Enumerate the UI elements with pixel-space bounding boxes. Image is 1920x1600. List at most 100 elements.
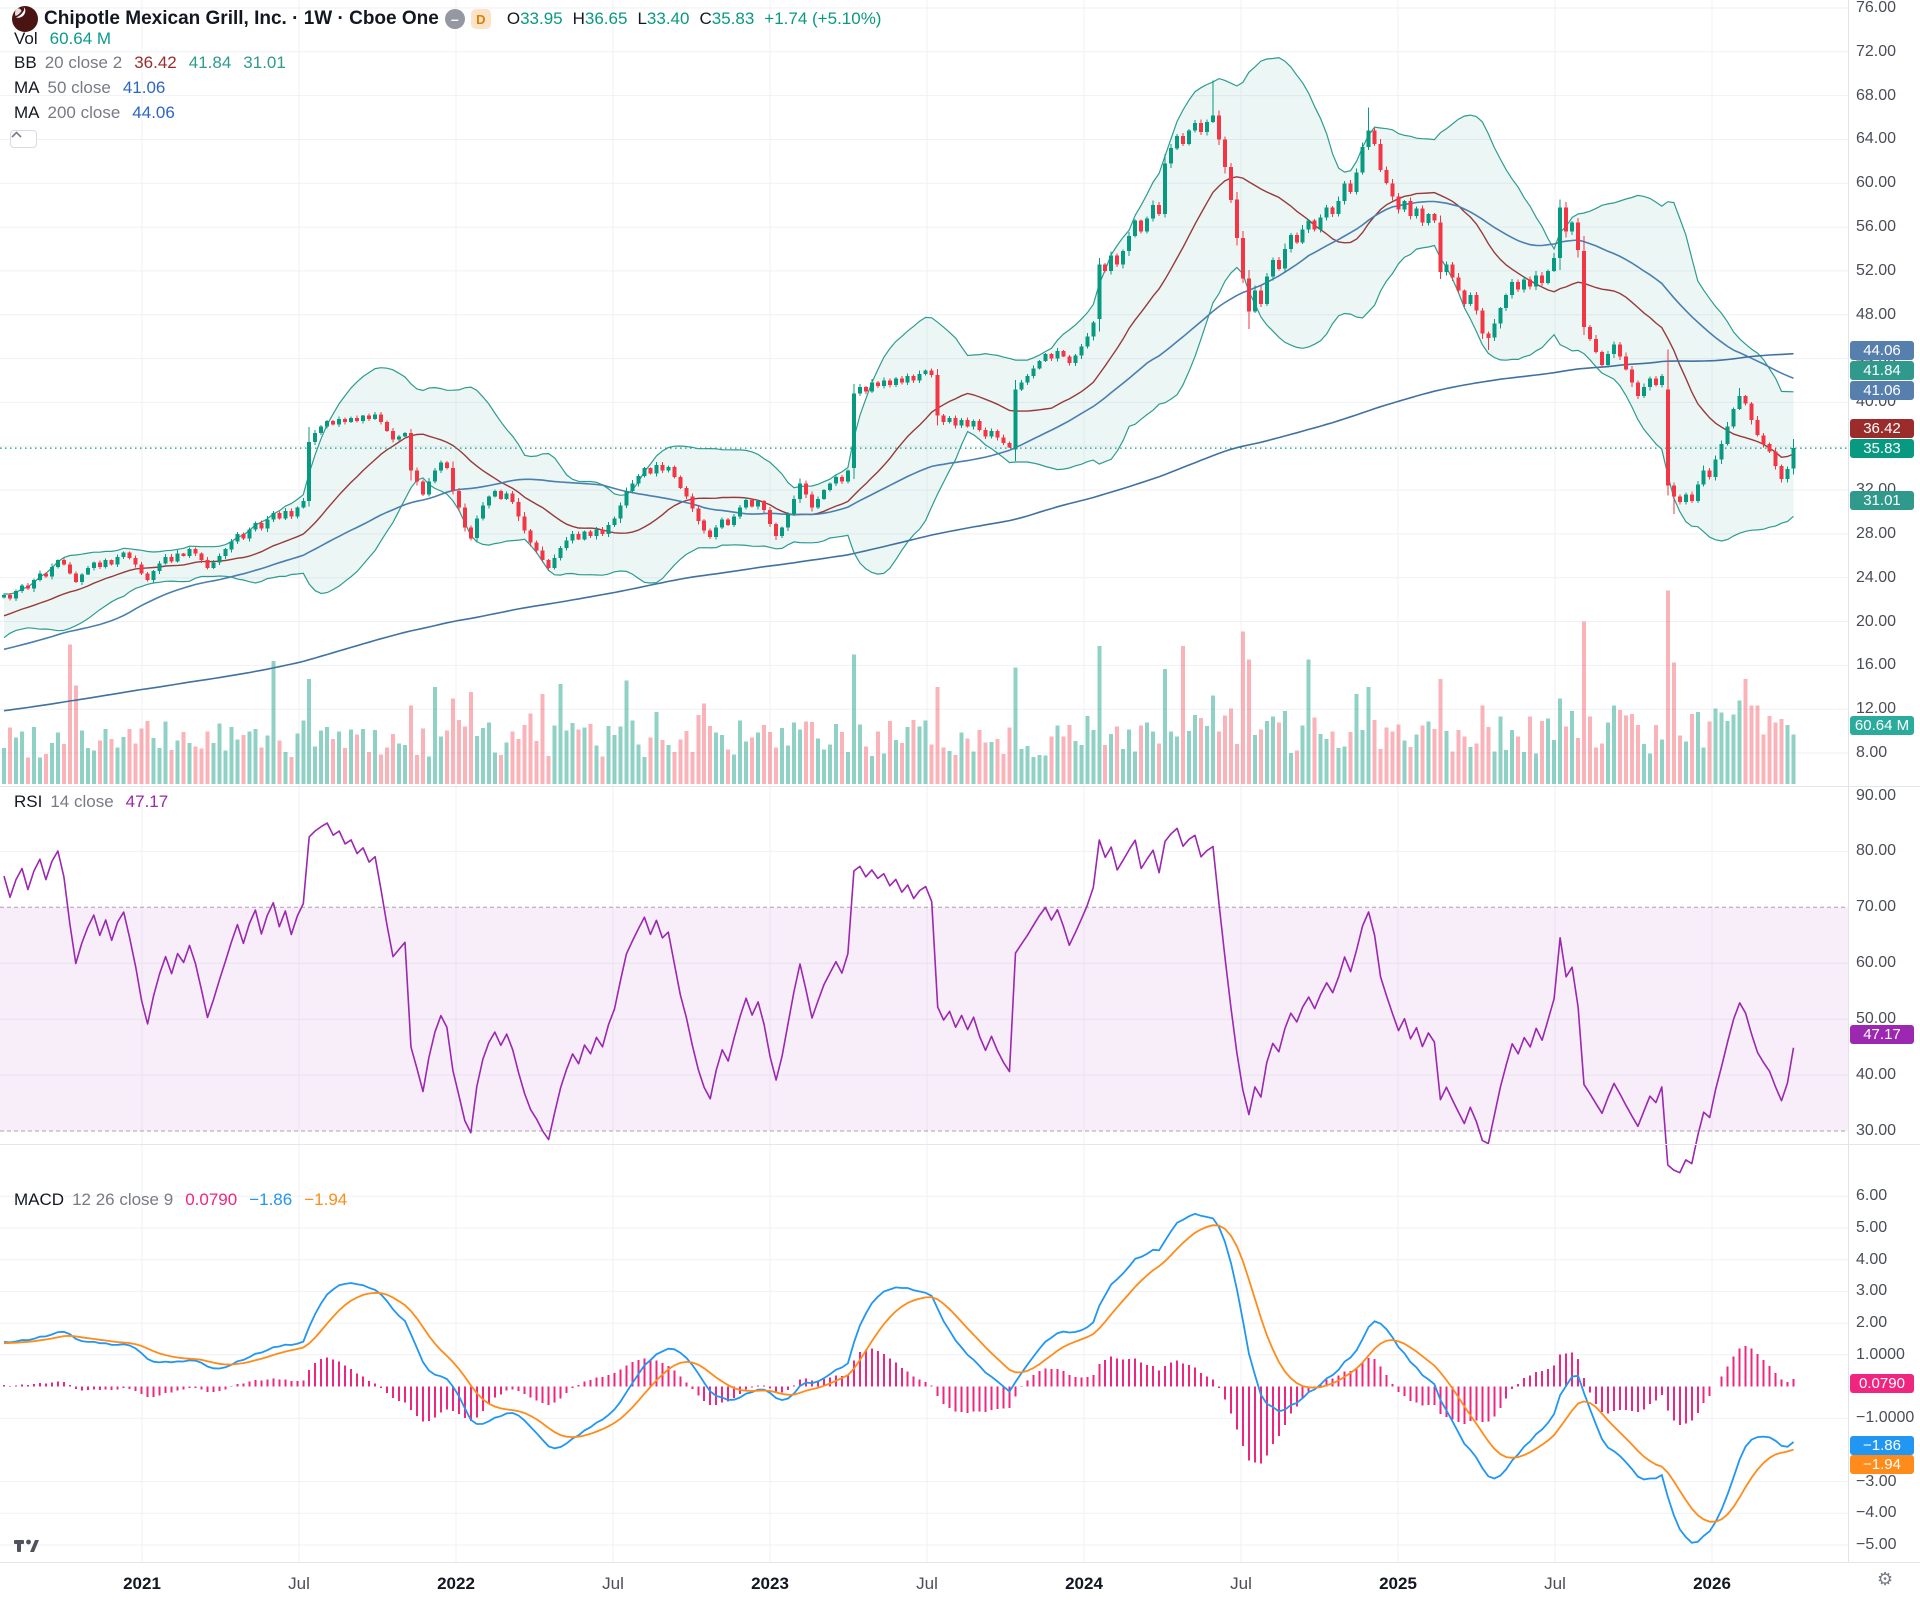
price-axis-border (1848, 0, 1849, 1562)
collapse-legend-button[interactable] (10, 130, 37, 148)
low-value: 33.40 (646, 9, 690, 28)
close-value: 35.83 (711, 9, 755, 28)
rsi-band (0, 907, 1848, 1131)
tradingview-logo[interactable] (14, 1536, 44, 1560)
rsi-gridlines (0, 850, 1848, 1076)
hide-indicator-icon[interactable]: – (444, 9, 465, 29)
vertical-gridlines (141, 0, 1713, 1562)
bb-lower-line (3, 244, 1794, 639)
rsi-value: 47.17 (125, 792, 169, 811)
time-label-month: Jul (288, 1574, 310, 1593)
price-axis-label: 76.00 (1856, 0, 1897, 16)
high-value: 36.65 (584, 9, 628, 28)
pepper-icon (15, 7, 26, 18)
legend-macd[interactable]: MACD 12 26 close 9 0.0790 −1.86 −1.94 (14, 1190, 348, 1209)
bb-upper-line (3, 56, 1794, 595)
volume-tag: 60.64 M (1850, 715, 1914, 735)
legend-volume[interactable]: Vol 60.64 M (14, 29, 112, 48)
rsi-tag: 47.17 (1850, 1025, 1914, 1045)
macd-line-tag: −1.86 (1850, 1435, 1914, 1455)
price-axis-label: 56.00 (1856, 218, 1897, 236)
macd-axis-label: −3.00 (1856, 1472, 1897, 1490)
volume-value: 60.64 M (49, 29, 112, 48)
ma200-value: 44.06 (132, 103, 175, 122)
rsi-axis-label: 30.00 (1856, 1122, 1897, 1139)
price-axis-label: 20.00 (1856, 612, 1897, 630)
time-label-month: Jul (916, 1574, 938, 1593)
macd-hist-tag: 0.0790 (1850, 1374, 1914, 1394)
price-axis-label: 12.00 (1856, 700, 1897, 718)
time-axis-border (0, 1562, 1920, 1563)
price-axis-label: 8.00 (1856, 744, 1888, 761)
candles (2, 80, 1796, 601)
symbol-header[interactable]: Chipotle Mexican Grill, Inc. · 1W · Cboe… (12, 5, 881, 33)
time-label-year: 2023 (751, 1574, 789, 1593)
ma50-tag: 41.06 (1850, 381, 1914, 401)
macd-line-value: −1.86 (249, 1190, 293, 1209)
macd-histogram (3, 1345, 1795, 1464)
macd-axis-label: 2.00 (1856, 1314, 1888, 1332)
rsi-line (3, 822, 1795, 1174)
settings-gear-icon[interactable]: ⚙ (1872, 1566, 1898, 1592)
bb-basis-value: 36.42 (134, 53, 177, 72)
symbol-title: Chipotle Mexican Grill, Inc. · 1W · Cboe… (44, 8, 439, 29)
bb-upper-tag: 41.84 (1850, 361, 1914, 381)
macd-axis-label: −4.00 (1856, 1504, 1897, 1522)
ma50-value: 41.06 (122, 78, 166, 97)
price-gridlines (0, 7, 1848, 754)
macd-axis-label: 3.00 (1856, 1282, 1888, 1300)
macd-signal-line (3, 1224, 1794, 1523)
open-value: 33.95 (520, 9, 563, 28)
macd-line (3, 1212, 1795, 1544)
price-axis-label: 72.00 (1856, 42, 1897, 60)
volume-bars (2, 590, 1796, 784)
pane-separator-rsi-macd[interactable] (0, 1144, 1920, 1145)
macd-hist-value: 0.0790 (185, 1190, 238, 1209)
price-axis-label: 64.00 (1856, 130, 1897, 148)
price-axis-label: 24.00 (1856, 568, 1897, 586)
bb-lower-tag: 31.01 (1850, 491, 1914, 511)
time-label-month: Jul (1544, 1574, 1566, 1593)
macd-axis-label: 1.0000 (1856, 1345, 1905, 1363)
ma200-line (3, 352, 1794, 712)
tradingview-mark-icon (14, 1539, 39, 1552)
macd-axis-label: 4.00 (1856, 1250, 1888, 1268)
bb-basis-line (3, 176, 1794, 617)
legend-rsi[interactable]: RSI 14 close 47.17 (14, 792, 169, 811)
legend-ma200[interactable]: MA 200 close 44.06 (14, 103, 175, 122)
macd-axis-label: −1.0000 (1856, 1409, 1915, 1427)
bb-basis-tag: 36.42 (1850, 418, 1914, 438)
daily-change-badge[interactable]: D (470, 9, 491, 29)
price-axis-label: 52.00 (1856, 261, 1897, 279)
ohlc-readout: O33.95 H36.65 L33.40 C35.83 +1.74 (+5.10… (506, 9, 882, 28)
time-label-year: 2025 (1379, 1574, 1417, 1593)
time-label-year: 2022 (437, 1574, 475, 1593)
price-axis-label: 60.00 (1856, 174, 1897, 192)
price-axis-label: 68.00 (1856, 86, 1897, 104)
rsi-axis-label: 50.00 (1856, 1010, 1897, 1028)
change-value: +1.74 (+5.10%) (764, 9, 882, 28)
rsi-axis-label: 60.00 (1856, 954, 1897, 972)
macd-signal-tag: −1.94 (1850, 1454, 1914, 1474)
time-label-year: 2024 (1065, 1574, 1103, 1593)
time-label-year: 2021 (123, 1574, 161, 1593)
rsi-axis-label: 80.00 (1856, 842, 1897, 860)
time-label-month: Jul (602, 1574, 624, 1593)
bb-fill (4, 57, 1794, 638)
pane-separator-price-rsi[interactable] (0, 786, 1920, 787)
macd-axis-label: −5.00 (1856, 1536, 1897, 1553)
time-label-year: 2026 (1693, 1574, 1731, 1593)
price-axis-label: 28.00 (1856, 524, 1897, 542)
price-axis-label: 48.00 (1856, 305, 1897, 323)
legend-bb[interactable]: BB 20 close 2 36.42 41.84 31.01 (14, 53, 286, 72)
last-price-tag: 35.83 (1850, 438, 1914, 458)
symbol-logo (12, 6, 38, 32)
macd-axis-label: 6.00 (1856, 1187, 1888, 1205)
macd-axis-label: 5.00 (1856, 1219, 1888, 1236)
time-label-month: Jul (1230, 1574, 1252, 1593)
bb-lower-value: 31.01 (243, 53, 286, 72)
price-axis-label: 16.00 (1856, 656, 1897, 674)
legend-ma50[interactable]: MA 50 close 41.06 (14, 78, 166, 97)
